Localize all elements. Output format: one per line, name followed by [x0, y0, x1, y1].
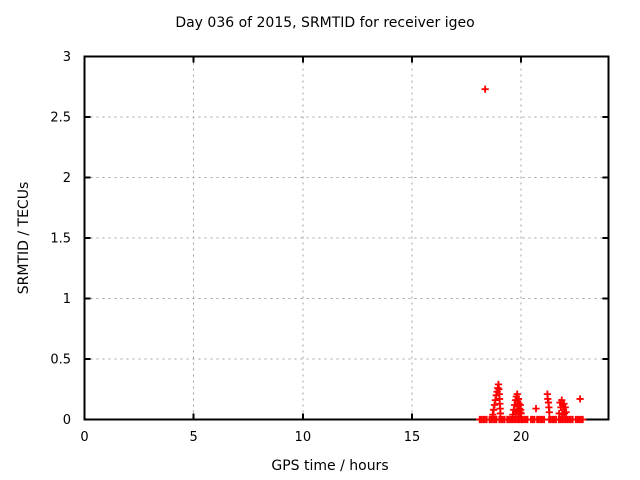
x-tick-label: 10	[295, 430, 312, 445]
y-tick-label: 0.5	[50, 353, 71, 368]
data-point-marker	[481, 85, 489, 93]
y-axis-label: SRMTID / TECUs	[16, 182, 32, 295]
data-point-marker	[576, 395, 584, 403]
x-tick-label: 0	[80, 430, 88, 445]
data-point-marker	[532, 405, 540, 413]
x-tick-label: 20	[513, 430, 530, 445]
data-point-marker	[579, 415, 587, 424]
y-tick-label: 0	[63, 413, 71, 428]
data-points-layer	[476, 85, 587, 424]
data-point-marker	[496, 409, 505, 418]
chart-title: Day 036 of 2015, SRMTID for receiver ige…	[175, 15, 474, 31]
data-point-marker	[560, 400, 568, 408]
x-tick-label: 15	[404, 430, 421, 445]
y-tick-label: 1	[63, 292, 71, 307]
y-tick-label: 3	[63, 50, 71, 65]
y-tick-label: 1.5	[50, 232, 71, 247]
data-point-marker	[562, 408, 570, 416]
data-point-marker	[545, 408, 553, 416]
data-point-marker	[514, 409, 522, 418]
y-tick-label: 2.5	[50, 111, 71, 126]
x-axis-label: GPS time / hours	[271, 458, 388, 474]
y-tick-label: 2	[63, 171, 71, 186]
x-tick-label: 5	[190, 430, 198, 445]
grid-layer	[84, 56, 609, 420]
data-point-marker	[558, 411, 566, 419]
data-point-marker	[513, 390, 521, 398]
tick-labels-layer: 0 5 10 15 20 0 0.5 1 1.5 2 2.5 3	[50, 50, 529, 445]
